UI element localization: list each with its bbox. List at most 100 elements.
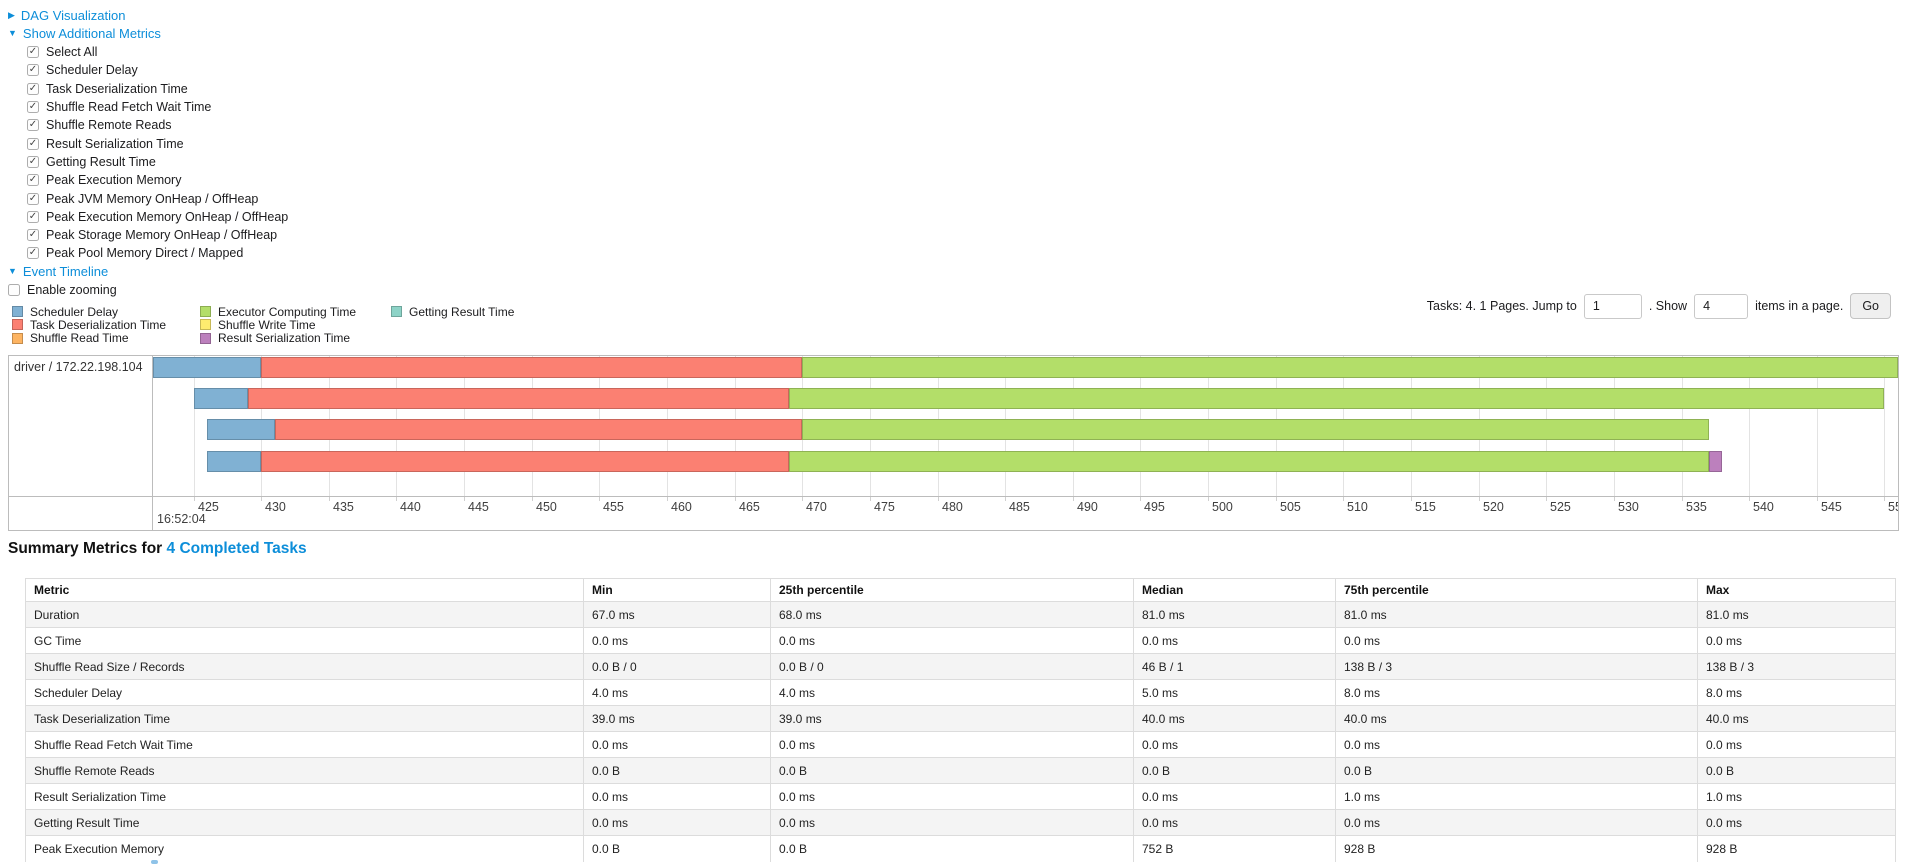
timeline-plot-area[interactable]: 425 430 435 440 445 450 455 460 465 470 475 480 485 4…: [153, 356, 1898, 530]
axis-tick-label: 485: [1009, 500, 1030, 514]
legend-item: Shuffle Write Time: [200, 318, 391, 332]
task-bar-segment-task-deserialization-time[interactable]: [261, 357, 803, 378]
metric-checkbox-row: ✓ Peak JVM Memory OnHeap / OffHeap: [27, 189, 288, 207]
axis-tick-label: 470: [806, 500, 827, 514]
summary-value-cell: 40.0 ms: [1697, 705, 1896, 732]
axis-tick-label: 500: [1212, 500, 1233, 514]
axis-tick-mark: [532, 496, 533, 501]
axis-tick-mark: [261, 496, 262, 501]
summary-column-header: Min: [583, 578, 771, 602]
summary-value-cell: 0.0 B: [1335, 757, 1698, 784]
metric-checkbox-label: Peak Pool Memory Direct / Mapped: [46, 246, 244, 261]
axis-gridline: [1884, 356, 1885, 496]
metric-checkbox[interactable]: ✓: [27, 119, 39, 132]
axis-tick-label: 480: [942, 500, 963, 514]
task-bar-segment-task-deserialization-time[interactable]: [247, 388, 789, 409]
metric-checkbox-row: ✓ Shuffle Read Fetch Wait Time: [27, 98, 288, 116]
task-bar-segment-executor-computing-time[interactable]: [788, 451, 1709, 472]
metric-checkbox-label: Getting Result Time: [46, 154, 156, 169]
legend-item: Result Serialization Time: [200, 331, 391, 345]
metric-checkbox[interactable]: ✓: [27, 137, 39, 150]
task-bar-segment-executor-computing-time[interactable]: [802, 357, 1898, 378]
show-additional-metrics-toggle[interactable]: ▼ Show Additional Metrics: [8, 25, 288, 44]
axis-tick-mark: [870, 496, 871, 501]
summary-value-cell: 1.0 ms: [1335, 783, 1698, 810]
legend-color-swatch: [200, 332, 211, 344]
summary-value-cell: 4.0 ms: [770, 679, 1134, 706]
summary-value-cell: 0.0 B: [770, 835, 1134, 862]
axis-tick-label: 530: [1618, 500, 1639, 514]
summary-value-cell: 0.0 B: [583, 835, 771, 862]
axis-tick-label: 455: [603, 500, 624, 514]
axis-tick-mark: [1005, 496, 1006, 501]
summary-value-cell: 40.0 ms: [1133, 705, 1336, 732]
task-bar-segment-scheduler-delay[interactable]: [153, 357, 262, 378]
metric-checkbox[interactable]: ✓: [27, 229, 39, 242]
metric-checkbox-label: Shuffle Read Fetch Wait Time: [46, 100, 212, 115]
go-button[interactable]: Go: [1850, 293, 1891, 319]
task-bar-segment-task-deserialization-time[interactable]: [274, 419, 803, 440]
summary-value-cell: 0.0 ms: [770, 783, 1134, 810]
metric-checkbox-label: Shuffle Remote Reads: [46, 118, 172, 133]
axis-tick-label: 510: [1347, 500, 1368, 514]
legend-item: Executor Computing Time: [200, 305, 391, 319]
metric-checkbox[interactable]: ✓: [27, 174, 39, 187]
task-bar-segment-scheduler-delay[interactable]: [207, 419, 275, 440]
executor-label-column: driver / 172.22.198.104: [9, 356, 153, 530]
event-timeline-toggle[interactable]: ▼ Event Timeline: [8, 263, 288, 282]
legend-item-label: Getting Result Time: [409, 304, 515, 319]
legend-color-swatch: [12, 306, 23, 318]
legend-column: Scheduler Delay Task Deserialization Time…: [12, 305, 200, 345]
summary-metric-name-cell: Peak Execution Memory: [25, 835, 584, 862]
task-bar-segment-scheduler-delay[interactable]: [207, 451, 262, 472]
task-bar-segment-result-serialization-time[interactable]: [1708, 451, 1723, 472]
task-bar-segment-executor-computing-time[interactable]: [788, 388, 1885, 409]
axis-tick-mark: [1817, 496, 1818, 501]
dag-visualization-toggle[interactable]: ▶ DAG Visualization: [8, 6, 288, 25]
axis-tick-mark: [1276, 496, 1277, 501]
metric-checkbox[interactable]: ✓: [27, 192, 39, 205]
axis-tick-label: 450: [536, 500, 557, 514]
summary-column-header: 75th percentile: [1335, 578, 1698, 602]
summary-column-header: Metric: [25, 578, 584, 602]
metric-checkbox[interactable]: ✓: [27, 82, 39, 95]
task-bar-segment-scheduler-delay[interactable]: [193, 388, 248, 409]
summary-value-cell: 0.0 B: [583, 757, 771, 784]
jump-to-page-input[interactable]: [1583, 293, 1642, 319]
metric-checkbox[interactable]: ✓: [27, 247, 39, 260]
summary-value-cell: 0.0 B / 0: [583, 653, 771, 680]
axis-tick-label: 475: [874, 500, 895, 514]
completed-tasks-link[interactable]: 4 Completed Tasks: [166, 540, 307, 557]
summary-value-cell: 0.0 B: [770, 757, 1134, 784]
task-bar-segment-executor-computing-time[interactable]: [802, 419, 1709, 440]
metric-checkbox[interactable]: ✓: [27, 46, 39, 59]
metric-checkbox[interactable]: ✓: [27, 210, 39, 223]
summary-value-cell: 8.0 ms: [1335, 679, 1698, 706]
axis-tick-label: 535: [1686, 500, 1707, 514]
enable-zooming-row: Enable zooming: [8, 281, 288, 300]
axis-tick-label: 545: [1821, 500, 1842, 514]
legend-color-swatch: [391, 306, 402, 318]
axis-gridline: [194, 356, 195, 496]
task-bar-segment-task-deserialization-time[interactable]: [261, 451, 789, 472]
summary-value-cell: 46 B / 1: [1133, 653, 1336, 680]
axis-tick-mark: [464, 496, 465, 501]
show-text: . Show: [1648, 299, 1688, 313]
task-pagination: Tasks: 4. 1 Pages. Jump to . Show items …: [1427, 293, 1891, 319]
summary-table-row: Task Deserialization Time 39.0 ms 39.0 ms 4…: [25, 705, 1896, 732]
items-per-page-input[interactable]: [1694, 293, 1749, 319]
axis-tick-label: 440: [400, 500, 421, 514]
axis-tick-mark: [1208, 496, 1209, 501]
metric-checkbox[interactable]: ✓: [27, 101, 39, 114]
enable-zooming-checkbox[interactable]: [8, 284, 20, 297]
summary-value-cell: 39.0 ms: [583, 705, 771, 732]
chevron-right-icon: ▶: [8, 9, 15, 20]
summary-value-cell: 752 B: [1133, 835, 1336, 862]
chevron-down-icon: ▼: [8, 266, 17, 277]
summary-value-cell: 0.0 ms: [1133, 627, 1336, 654]
summary-column-header: Max: [1697, 578, 1896, 602]
summary-column-header: 25th percentile: [770, 578, 1134, 602]
summary-value-cell: 0.0 B: [1133, 757, 1336, 784]
metric-checkbox[interactable]: ✓: [27, 64, 39, 77]
metric-checkbox[interactable]: ✓: [27, 155, 39, 168]
